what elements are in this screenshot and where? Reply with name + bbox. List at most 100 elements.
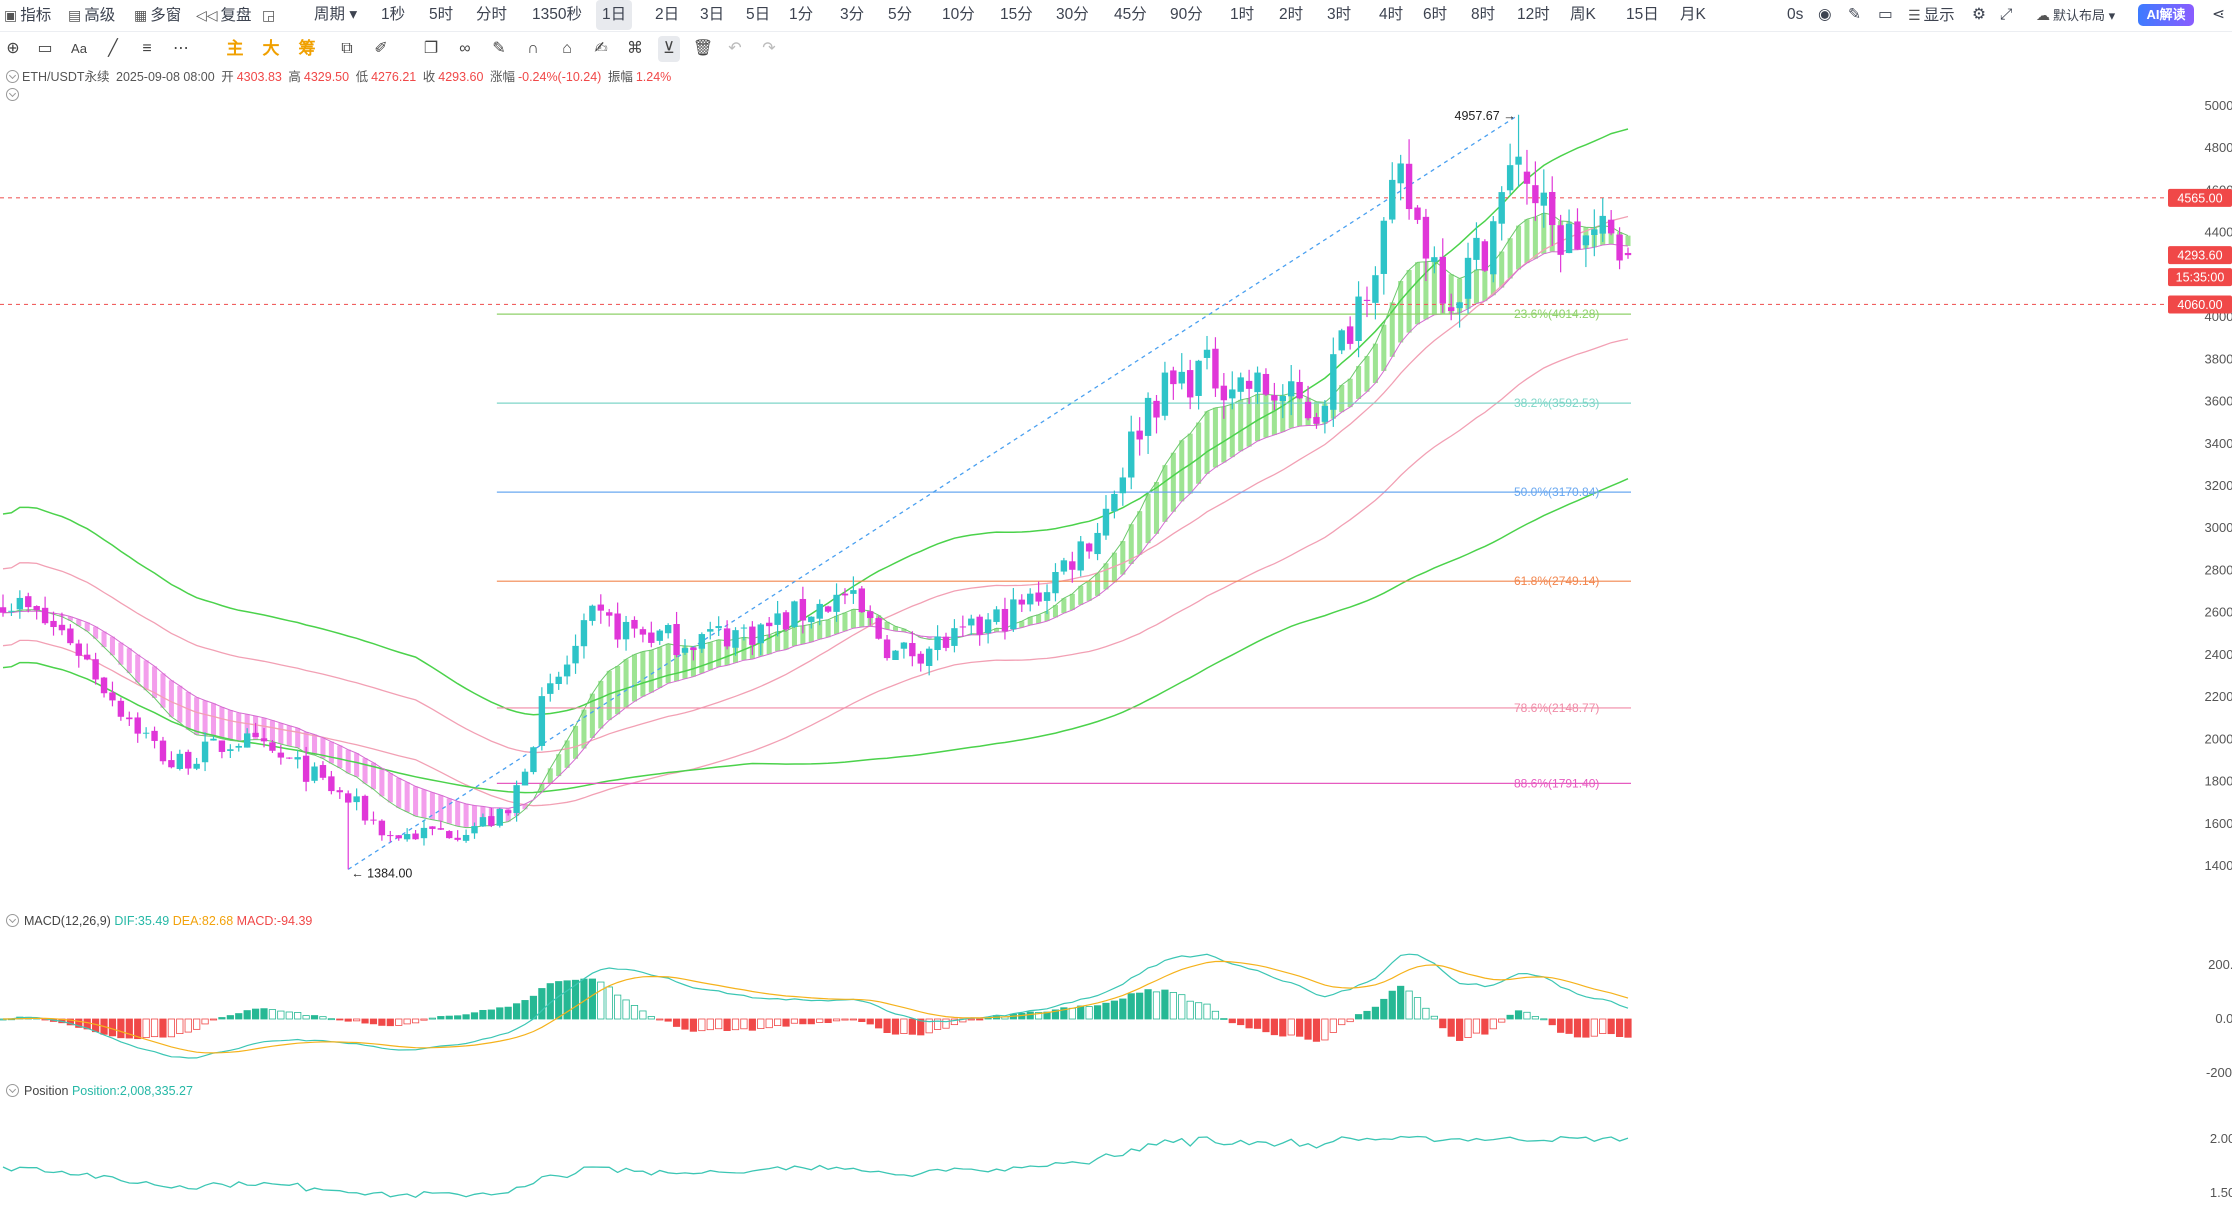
indicator-button[interactable]: ▣ 指标 (4, 0, 51, 30)
price-tick-label: 1800.00 (2205, 774, 2232, 789)
interval-2[interactable]: 分时 (476, 6, 508, 23)
brush-icon[interactable]: ✐ (374, 40, 388, 57)
macd-histogram-bar (664, 1018, 672, 1022)
interval-10[interactable]: 5分 (888, 6, 913, 23)
big-button[interactable]: 大 (262, 39, 280, 58)
interval-9[interactable]: 3分 (840, 6, 865, 23)
interval-11[interactable]: 10分 (942, 6, 975, 23)
eraser-icon[interactable]: ✎ (492, 40, 506, 57)
interval-12[interactable]: 15分 (1000, 6, 1033, 23)
compare-icon[interactable]: ⧉ (341, 40, 353, 57)
layout-button[interactable]: ☁ 默认布局 ▾ (2036, 0, 2115, 30)
fib-label: 61.8%(2749.14) (1514, 574, 1599, 588)
expand-indicators-icon[interactable] (6, 88, 24, 102)
macd-histogram-bar (883, 1018, 891, 1033)
interval-5[interactable]: 2日 (655, 6, 680, 23)
interval-20[interactable]: 6时 (1423, 6, 1448, 23)
rectangle-tool-icon[interactable]: ▭ (37, 40, 53, 57)
settings-icon[interactable]: ⚙ (1972, 6, 1986, 23)
macd-histogram-bar (1582, 1018, 1590, 1038)
candle-body (538, 696, 546, 746)
interval-15[interactable]: 90分 (1170, 6, 1203, 23)
chart-type-button[interactable]: ◲ (262, 0, 278, 30)
low-value: 4276.21 (371, 70, 417, 84)
macd-histogram-bar (698, 1018, 706, 1032)
pencil-icon[interactable]: ✎ (1848, 6, 1861, 23)
chart-canvas[interactable]: 5000.004800.004600.004400.004200.004000.… (0, 88, 2232, 1206)
price-tick-label: 2400.00 (2205, 647, 2232, 662)
interval-23[interactable]: 周K (1570, 6, 1596, 23)
macd-histogram-bar (193, 1018, 201, 1030)
display-button[interactable]: ☰ 显示 (1908, 0, 1955, 30)
candle-body (479, 817, 487, 827)
interval-22[interactable]: 12时 (1517, 6, 1550, 23)
candle-body (370, 819, 377, 821)
interval-3[interactable]: 1350秒 (532, 6, 582, 23)
multi-window-icon: ▦ (134, 7, 148, 23)
interval-16[interactable]: 1时 (1230, 6, 1255, 23)
interval-1[interactable]: 5时 (429, 6, 454, 23)
undo-icon[interactable]: ↶ (728, 40, 742, 57)
candle-body (1237, 377, 1244, 392)
macd-histogram-bar (420, 1018, 428, 1021)
hlines-tool-icon[interactable]: ≡ (142, 40, 152, 57)
window-icon[interactable]: ▭ (1878, 6, 1893, 23)
interval-24[interactable]: 15日 (1626, 6, 1659, 23)
fib-label: 38.2%(3592.53) (1514, 396, 1599, 410)
macd-histogram-bar (630, 1005, 639, 1020)
crosshair-tool-icon[interactable]: ⊕ (6, 40, 20, 57)
price-tick-label: 1400.00 (2205, 858, 2232, 873)
line-tool-icon[interactable]: ╱ (108, 40, 118, 57)
macd-histogram-bar (1051, 1009, 1060, 1020)
macd-histogram-bar (715, 1018, 723, 1030)
magnet-icon[interactable]: ∩ (527, 40, 539, 57)
pattern-icon[interactable]: ⌘ (627, 40, 643, 57)
interval-6[interactable]: 3日 (700, 6, 725, 23)
interval-14[interactable]: 45分 (1114, 6, 1147, 23)
replay-button[interactable]: ◁◁ 复盘 (196, 0, 252, 30)
macd-histogram-bar (1489, 1018, 1497, 1030)
macd-visibility-icon[interactable] (6, 914, 19, 927)
toolbar-label: 多窗 (150, 7, 182, 24)
interval-17[interactable]: 2时 (1279, 6, 1304, 23)
interval-7[interactable]: 5日 (746, 6, 771, 23)
filter-icon[interactable]: ⊻ (658, 36, 680, 62)
lock-icon[interactable]: ⌂ (562, 40, 572, 57)
visibility-icon[interactable] (6, 70, 19, 83)
candle-body (8, 610, 15, 612)
interval-13[interactable]: 30分 (1056, 6, 1089, 23)
calendar-button[interactable]: ▤ 高级 (68, 0, 115, 30)
candle-body (925, 648, 933, 666)
interval-8[interactable]: 1分 (789, 6, 814, 23)
chips-button[interactable]: 筹 (298, 39, 316, 58)
redo-icon[interactable]: ↷ (762, 40, 776, 57)
interval-21[interactable]: 8时 (1471, 6, 1496, 23)
edit-icon[interactable]: ✍ (594, 40, 608, 57)
macd-dif-line (2, 953, 1629, 1059)
position-visibility-icon[interactable] (6, 1084, 19, 1097)
interval-25[interactable]: 月K (1680, 6, 1706, 23)
share-icon[interactable]: ⋖ (2212, 6, 2225, 23)
position-name: Position (24, 1084, 69, 1098)
ai-analysis-button[interactable]: AI解读 (2138, 4, 2194, 26)
interval-19[interactable]: 4时 (1379, 6, 1404, 23)
candle-body (850, 590, 857, 594)
candle-body (142, 732, 150, 734)
fullscreen-icon[interactable]: ⤢ (2000, 6, 2013, 23)
candle-body (1001, 608, 1009, 632)
more-tools-icon[interactable]: ⋯ (173, 40, 189, 57)
multi-window-button[interactable]: ▦ 多窗 (134, 0, 181, 30)
copy-icon[interactable]: ❐ (423, 40, 439, 57)
interval-4[interactable]: 1日 (596, 0, 633, 30)
text-tool-icon[interactable]: Aa (71, 41, 87, 56)
camera-icon[interactable]: ◉ (1818, 6, 1832, 23)
candle-body (984, 619, 992, 633)
delete-icon[interactable]: 🗑 (692, 40, 714, 57)
macd-histogram-bar (310, 1015, 319, 1020)
candle-body (75, 643, 82, 656)
interval-18[interactable]: 3时 (1327, 6, 1352, 23)
main-chart-button[interactable]: 主 (226, 39, 244, 58)
link-icon[interactable]: ∞ (459, 40, 471, 57)
interval-0[interactable]: 1秒 (381, 6, 406, 23)
chevron-down-button[interactable]: 周期 ▾ (314, 0, 357, 30)
